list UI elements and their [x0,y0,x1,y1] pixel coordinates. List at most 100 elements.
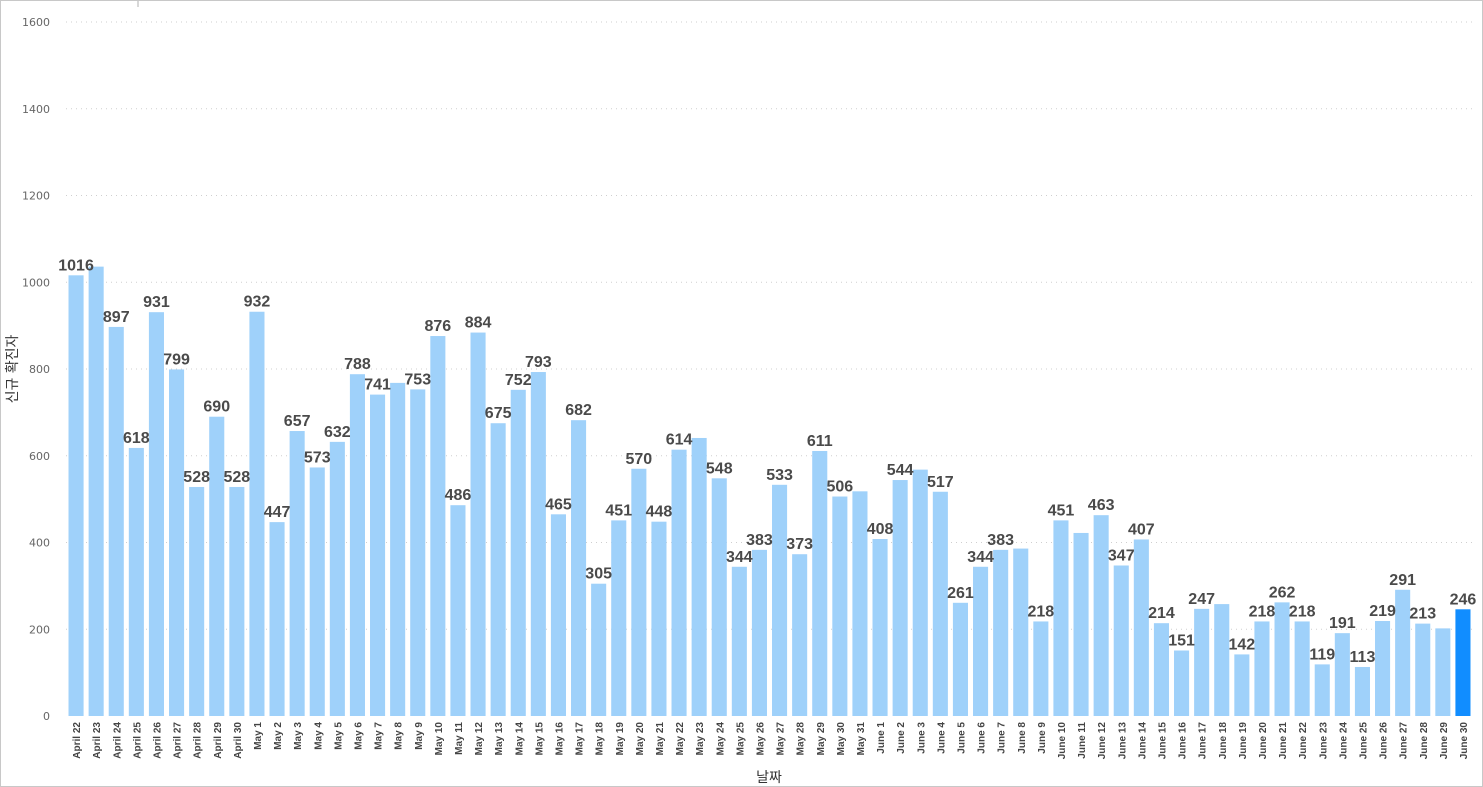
bars [68,266,1471,716]
bar[interactable] [611,520,627,716]
bar[interactable] [591,583,607,716]
bar[interactable] [731,566,747,716]
bar[interactable] [571,420,587,716]
bar[interactable] [1033,621,1049,716]
bar[interactable] [932,491,948,716]
bar[interactable] [490,423,506,716]
bar[interactable] [1093,515,1109,716]
bar[interactable] [430,336,446,716]
bar[interactable] [892,480,908,716]
bar[interactable] [1194,608,1210,716]
bar[interactable] [1234,654,1250,716]
bar[interactable] [711,478,727,716]
x-tick-label: May 17 [575,722,586,756]
bar[interactable] [169,369,185,716]
bar[interactable] [631,468,647,716]
data-label: 788 [344,356,371,373]
bar[interactable] [1314,664,1330,716]
bar[interactable] [1254,621,1270,716]
bar[interactable] [249,311,265,716]
y-tick-label: 0 [43,710,50,723]
bar[interactable] [128,447,144,716]
data-label: 218 [1249,603,1276,620]
bar[interactable] [1375,621,1391,716]
x-tick-label: May 21 [655,722,666,756]
bar[interactable] [229,486,245,716]
x-tick-label: May 9 [414,722,425,750]
bar[interactable] [772,484,788,716]
x-tick-label: June 22 [1298,722,1309,760]
bar[interactable] [1274,602,1290,716]
bar[interactable] [1053,520,1069,716]
bar[interactable] [88,266,104,716]
x-tick-label: April 29 [213,722,224,759]
bar[interactable] [912,469,928,716]
bar[interactable] [812,450,828,716]
bar[interactable] [309,467,325,716]
bar[interactable] [952,602,968,716]
bar[interactable] [148,312,164,716]
bar[interactable] [691,437,707,716]
bar[interactable] [1395,589,1411,716]
data-label: 675 [485,405,512,422]
bar[interactable] [872,539,888,716]
data-label: 752 [505,372,532,389]
y-tick-label: 1200 [22,190,50,203]
bar[interactable] [209,416,225,716]
bar[interactable] [189,486,205,716]
bar[interactable] [1073,532,1089,716]
bar[interactable] [852,491,868,716]
x-tick-label: June 23 [1318,722,1329,760]
bar[interactable] [993,549,1009,716]
bar[interactable] [550,514,566,716]
bar[interactable] [1214,604,1230,716]
data-label: 213 [1409,606,1436,623]
bar[interactable] [108,326,124,716]
x-tick-label: April 26 [152,722,163,759]
bar[interactable] [1455,609,1471,716]
bar[interactable] [1294,621,1310,716]
bar[interactable] [973,566,989,716]
bar[interactable] [530,372,546,716]
data-label: 407 [1128,521,1155,538]
bar[interactable] [349,374,365,716]
x-tick-label: May 5 [333,722,344,750]
bar[interactable] [1334,633,1350,716]
data-label: 344 [967,549,994,566]
bar[interactable] [1174,650,1190,716]
data-label: 261 [947,585,974,602]
bar[interactable] [289,431,305,716]
bar[interactable] [390,382,406,716]
bar[interactable] [68,275,84,716]
bar[interactable] [1013,548,1029,716]
bar[interactable] [1415,623,1431,716]
bar[interactable] [410,389,426,716]
x-tick-label: June 2 [896,722,907,754]
x-tick-label: June 21 [1278,722,1289,760]
y-tick-label: 200 [29,623,50,636]
bar[interactable] [269,522,285,716]
x-tick-label: June 26 [1379,722,1390,760]
bar[interactable] [510,389,526,716]
bar[interactable] [792,554,808,716]
bar[interactable] [470,332,486,716]
bar[interactable] [1153,623,1169,716]
x-tick-label: April 24 [112,722,123,759]
bar[interactable] [651,521,667,716]
data-label: 218 [1027,603,1054,620]
bar[interactable] [751,549,767,716]
bar[interactable] [370,394,386,716]
bar[interactable] [832,496,848,716]
bar[interactable] [1354,666,1370,716]
bar[interactable] [450,505,466,716]
bar[interactable] [1435,628,1451,716]
x-tick-label: June 4 [936,722,947,754]
data-label: 506 [826,479,853,496]
bar[interactable] [671,449,687,716]
bar[interactable] [1113,565,1129,716]
bar[interactable] [329,441,345,716]
x-tick-label: May 12 [474,722,485,756]
bar[interactable] [1133,539,1149,716]
x-tick-label: June 16 [1178,722,1189,760]
